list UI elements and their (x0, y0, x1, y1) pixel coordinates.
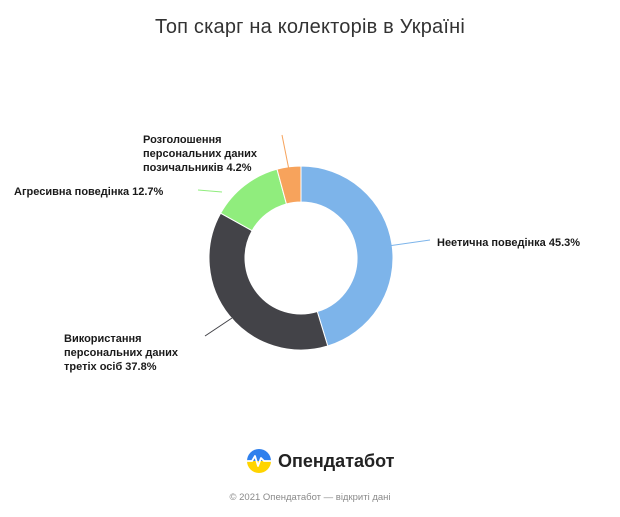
connector-використання-персональних-даних-третіх-осіб (204, 317, 233, 337)
label-connectors (197, 134, 431, 337)
brand-name: Опендатабот (278, 450, 395, 471)
footer-copyright: © 2021 Опендатабот — відкриті дані (229, 492, 391, 503)
data-label-розголошення-персональних-даних-позичальників: Розголошення персональних даних позичальни… (143, 134, 258, 174)
slice-використання-персональних-даних-третіх-осіб[interactable] (208, 212, 329, 351)
chart-title: Топ скарг на колекторів в Україні (154, 16, 466, 38)
data-label-агресивна-поведінка: Агресивна поведінка 12.7% (14, 186, 164, 198)
slice-розголошення-персональних-даних-позичальників[interactable] (276, 165, 302, 205)
data-labels: Неетична поведінка 45.3% Використання перс… (14, 134, 580, 373)
opendatabot-logo-icon (247, 449, 271, 473)
connector-розголошення-персональних-даних-позичальників (281, 134, 290, 171)
connector-неетична-поведінка (387, 239, 431, 247)
data-label-неетична-поведінка: Неетична поведінка 45.3% (437, 237, 580, 249)
connector-агресивна-поведінка (197, 189, 223, 193)
slice-неетична-поведінка[interactable] (300, 165, 394, 347)
donut-slices (208, 165, 394, 351)
brand-logo: Опендатабот (246, 446, 395, 476)
data-label-використання-персональних-даних-третіх-осіб: Використання персональних даних третіх осі… (64, 333, 179, 373)
